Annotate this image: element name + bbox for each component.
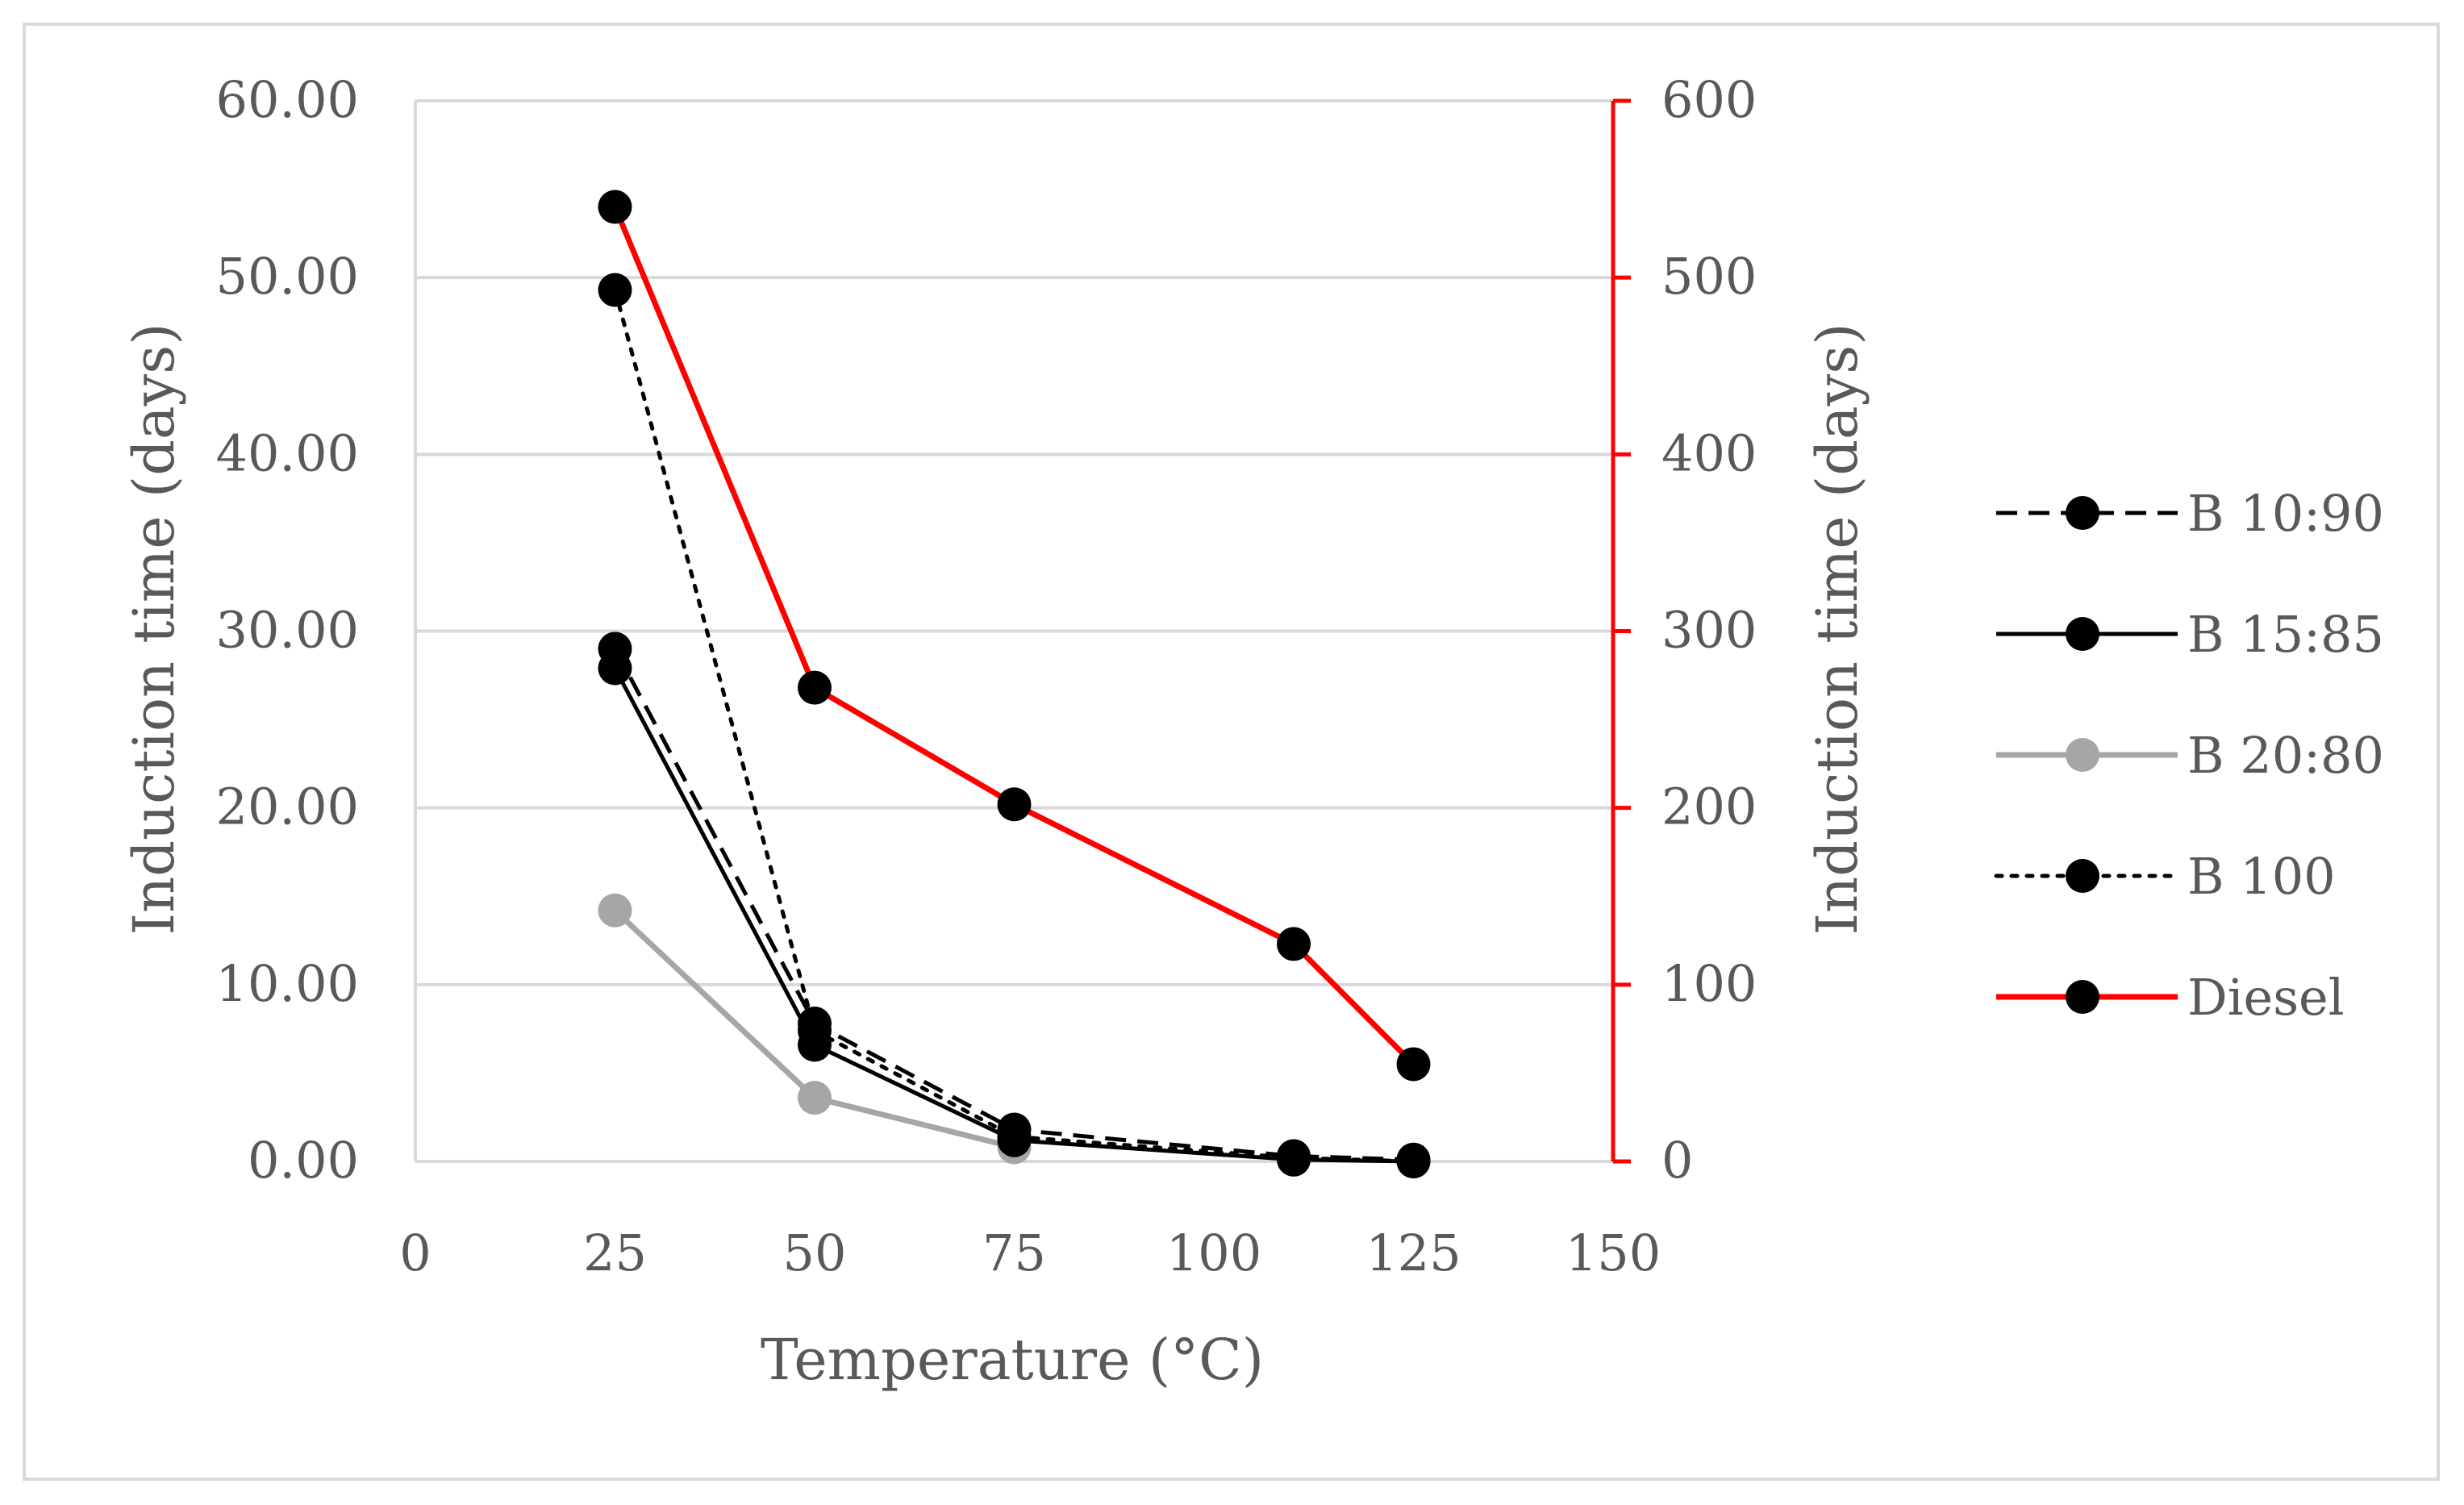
right-y-tick-label: 500 — [1661, 247, 1757, 306]
data-point-diesel — [1277, 927, 1311, 961]
legend-label: B 15:85 — [2187, 605, 2384, 664]
left-y-tick-label: 0.00 — [248, 1131, 359, 1190]
x-tick-label: 150 — [1566, 1224, 1661, 1282]
legend-item: B 100 — [1994, 847, 2336, 906]
right-y-tick-label: 300 — [1661, 601, 1757, 660]
series-line-b-100 — [613, 288, 1415, 1164]
data-point-b-15-85 — [1277, 1142, 1311, 1177]
legend-item: Diesel — [1996, 968, 2345, 1027]
left-y-tick-label: 40.00 — [216, 423, 360, 482]
right-y-tick-label: 100 — [1661, 954, 1757, 1013]
series-group — [598, 190, 1431, 1178]
right-y-tick-label: 0 — [1661, 1131, 1693, 1190]
left-y-tick-label: 50.00 — [216, 247, 360, 306]
x-tick-label: 50 — [783, 1224, 847, 1282]
legend-marker — [2066, 496, 2099, 530]
data-point-b-100 — [598, 273, 632, 307]
data-point-diesel — [598, 190, 632, 224]
data-point-b-15-85 — [997, 1123, 1032, 1157]
grid-lines — [415, 99, 1613, 986]
legend-marker — [2066, 859, 2099, 893]
data-point-b-20-80 — [598, 893, 632, 928]
legend-item: B 15:85 — [1996, 605, 2384, 664]
data-point-b-15-85 — [1396, 1144, 1431, 1178]
left-y-tick-label: 10.00 — [216, 954, 360, 1013]
x-tick-label: 25 — [583, 1224, 647, 1282]
chart-frame — [23, 23, 2440, 1481]
left-y-tick-label: 60.00 — [216, 70, 360, 129]
legend-marker — [2066, 980, 2099, 1014]
x-tick-label: 100 — [1166, 1224, 1261, 1282]
legend-marker — [2066, 738, 2099, 772]
tick-labels: 0.00 10.00 20.00 30.00 40.00 50.00 60.00 0 100 20… — [216, 70, 1757, 1282]
legend-item: B 10:90 — [1996, 484, 2384, 543]
series-line-b-15-85 — [613, 667, 1414, 1164]
data-point-diesel — [1396, 1047, 1431, 1082]
x-tick-label: 75 — [982, 1224, 1046, 1282]
data-point-b-20-80 — [798, 1081, 832, 1115]
x-axis-title: Temperature (°C) — [761, 1327, 1264, 1393]
legend-item: B 20:80 — [1996, 726, 2384, 785]
legend-label: Diesel — [2187, 968, 2345, 1027]
data-point-b-15-85 — [798, 1028, 832, 1062]
series-line-b-10-90 — [613, 648, 1414, 1162]
x-tick-label: 0 — [399, 1224, 431, 1282]
legend-marker — [2066, 617, 2099, 651]
legend-label: B 20:80 — [2187, 726, 2384, 785]
right-y-axis-title: Induction time (days) — [1804, 323, 1870, 935]
legend: B 10:90 B 15:85 B 20:80 B 100 Diesel — [1994, 484, 2384, 1027]
right-y-tick-label: 400 — [1661, 423, 1757, 482]
data-point-diesel — [997, 787, 1032, 822]
data-point-b-15-85 — [598, 651, 632, 686]
left-y-tick-label: 20.00 — [216, 778, 360, 836]
legend-label: B 10:90 — [2187, 484, 2384, 543]
axis-titles: Temperature (°C) Induction time (days) I… — [121, 323, 1870, 1393]
legend-label: B 100 — [2187, 847, 2336, 906]
right-y-tick-label: 200 — [1661, 778, 1757, 836]
left-y-axis-title: Induction time (days) — [121, 323, 187, 935]
x-tick-label: 125 — [1365, 1224, 1461, 1282]
left-y-tick-label: 30.00 — [216, 601, 360, 660]
data-point-diesel — [798, 670, 832, 705]
right-y-tick-label: 600 — [1661, 70, 1757, 129]
